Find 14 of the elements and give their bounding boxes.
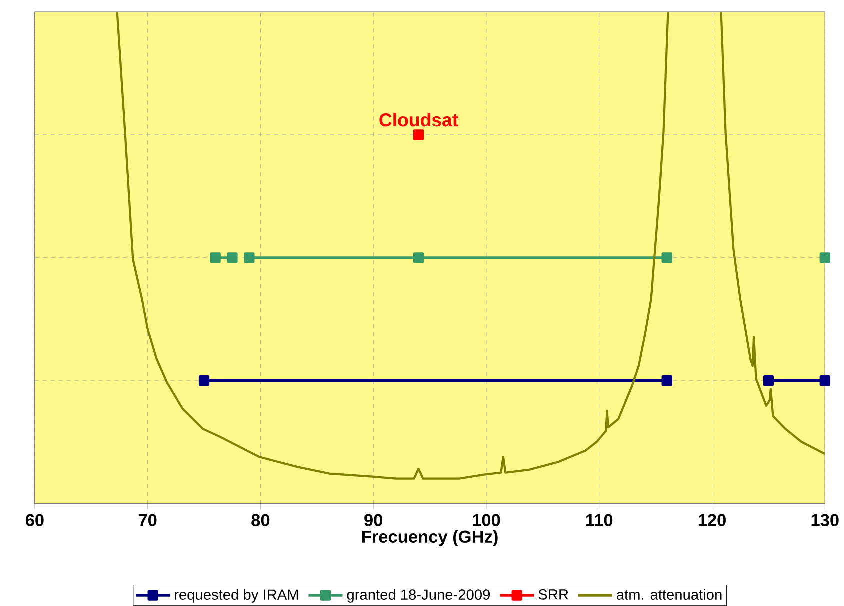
x-tick-label: 100 [473,514,500,526]
legend-label: granted 18-June-2009 [347,589,490,603]
annotation: Cloudsat [380,112,458,127]
x-tick-label: 60 [26,514,44,526]
legend-label: requested by IRAM [175,589,298,603]
x-tick-label: 110 [586,514,613,526]
x-tick-label: 120 [698,514,726,526]
legend-label: SRR [538,589,568,600]
legend-label: atm. attenuation [617,589,722,600]
x-tick-label: 70 [138,514,157,526]
x-tick-label: 90 [364,514,382,526]
x-tick-label: 130 [812,514,839,526]
x-tick-label: 80 [252,514,270,526]
x-axis-title: Frecuency (GHz) [362,530,498,546]
